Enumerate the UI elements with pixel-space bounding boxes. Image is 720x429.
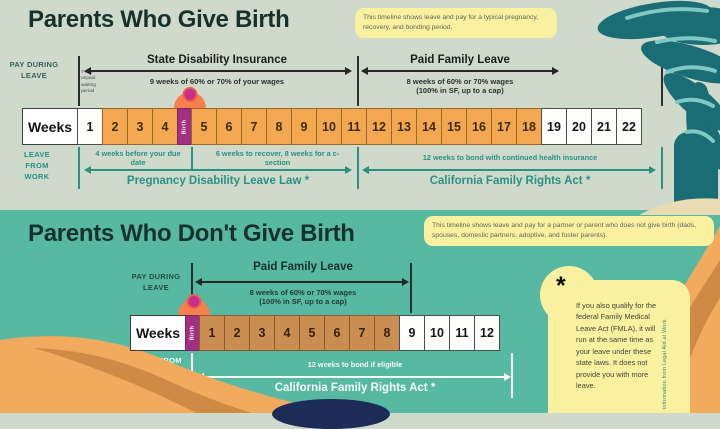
- week-cell: 15: [441, 108, 467, 145]
- week-cell: 11: [341, 108, 367, 145]
- week-cell: 8: [374, 315, 400, 351]
- divider-line: [191, 263, 193, 313]
- section1-title: Parents Who Give Birth: [28, 6, 290, 33]
- week-cell: 10: [424, 315, 450, 351]
- week-cell: 9: [399, 315, 425, 351]
- birth-sunrise-icon: [174, 87, 206, 108]
- weeks-label-cell: Weeks: [22, 108, 78, 145]
- divider-line: [78, 147, 80, 189]
- pfl-title: Paid Family Leave: [410, 54, 510, 66]
- pfl-title-2: Paid Family Leave: [253, 261, 353, 273]
- pay-during-leave-label-2: PAY DURING LEAVE: [131, 272, 181, 292]
- cfra-law-label-2: California Family Rights Act *: [274, 382, 436, 394]
- birth-cell: Birth: [185, 315, 200, 351]
- pay-during-leave-label: PAY DURING LEAVE: [9, 60, 59, 80]
- annotation-bond-2: 12 weeks to bond if eligible: [307, 360, 403, 369]
- week-cell: 12: [366, 108, 392, 145]
- week-cell: 4: [274, 315, 300, 351]
- sdi-description: 9 weeks of 60% or 70% of your wages: [149, 77, 285, 86]
- navy-dome-decoration: [272, 399, 390, 429]
- annotation-before-due-date: 4 weeks before your due date: [95, 149, 181, 168]
- divider-line: [191, 147, 193, 170]
- sand-patch: [639, 198, 720, 215]
- week-cell: 2: [102, 108, 128, 145]
- week-cell: 22: [616, 108, 642, 145]
- pfl-description-1: 8 weeks of 60% or 70% wages: [406, 77, 514, 86]
- week-cell: 17: [491, 108, 517, 145]
- week-cell: 13: [391, 108, 417, 145]
- leave-from-work-label: LEAVE FROM WORK: [24, 150, 50, 181]
- weeks-timeline-row-1: Weeks 1 2 3 4 Birth 5 6 7 8 9 10 11 12 13 14 15 16 17 18 19…: [22, 108, 642, 145]
- sunrise-dot-icon: [182, 87, 198, 102]
- cfra-arrow-1: [364, 169, 654, 171]
- week-cell: 19: [541, 108, 567, 145]
- week-cell: 12: [474, 315, 500, 351]
- credit-text: information from Legal Aid at Work.: [662, 317, 668, 409]
- week-cell: 8: [266, 108, 292, 145]
- week-cell: 4: [152, 108, 178, 145]
- cfra-arrow-2: [199, 376, 509, 378]
- asterisk-icon: *: [556, 272, 566, 300]
- pdl-law-label: Pregnancy Disability Leave Law *: [126, 175, 310, 187]
- pfl-arrow-2: [197, 281, 407, 283]
- sand-dune-left: [0, 336, 340, 413]
- week-cell: 21: [591, 108, 617, 145]
- pfl-description2-1: 8 weeks of 60% or 70% wages: [249, 288, 357, 297]
- pfl-arrow: [363, 70, 557, 72]
- week-cell: 7: [241, 108, 267, 145]
- annotation-recover: 6 weeks to recover, 8 weeks for a c-sect…: [215, 149, 340, 168]
- pfl-description2-2: (100% in SF, up to a cap): [259, 297, 347, 306]
- birth-sunrise-icon-2: [178, 294, 210, 315]
- cfra-law-label-1: California Family Rights Act *: [429, 175, 591, 187]
- birth-cell: Birth: [177, 108, 192, 145]
- week-cell: 6: [324, 315, 350, 351]
- annotation-bond: 12 weeks to bond with continued health i…: [422, 153, 598, 162]
- pfl-description-2: (100% in SF, up to a cap): [416, 86, 504, 95]
- week-cell: 14: [416, 108, 442, 145]
- pdl-arrow: [86, 169, 350, 171]
- week-cell: 18: [516, 108, 542, 145]
- week-cell: 20: [566, 108, 592, 145]
- week-cell: 1: [77, 108, 103, 145]
- weeks-timeline-row-2: Weeks Birth 1 2 3 4 5 6 7 8 9 10 11 12: [130, 315, 500, 351]
- week-cells-2: Birth 1 2 3 4 5 6 7 8 9 10 11 12: [185, 315, 500, 351]
- week-cell: 1: [199, 315, 225, 351]
- palm-tree-decoration: [597, 0, 720, 215]
- section2-title: Parents Who Don't Give Birth: [28, 220, 355, 247]
- week-cell: 16: [466, 108, 492, 145]
- week-cell: 11: [449, 315, 475, 351]
- sunrise-dot-icon: [186, 294, 202, 309]
- week-cell: 2: [224, 315, 250, 351]
- week-cell: 5: [191, 108, 217, 145]
- week-cell: 10: [316, 108, 342, 145]
- week-cell: 3: [249, 315, 275, 351]
- divider-line: [410, 263, 412, 313]
- week-cell: 7: [349, 315, 375, 351]
- divider-line: [357, 56, 359, 106]
- divider-line: [78, 56, 80, 106]
- sdi-title: State Disability Insurance: [147, 54, 287, 66]
- divider-line: [661, 147, 663, 189]
- divider-line: [661, 56, 663, 106]
- weeks-label-cell-2: Weeks: [130, 315, 186, 351]
- divider-line: [511, 353, 513, 398]
- section2-note-bubble: This timeline shows leave and pay for a …: [424, 216, 714, 246]
- week-cell: 6: [216, 108, 242, 145]
- footnote-bubble-box: [548, 280, 690, 413]
- divider-line: [357, 147, 359, 189]
- footnote-text: If you also qualify for the federal Fami…: [576, 301, 657, 391]
- sdi-arrow: [86, 70, 350, 72]
- week-cells: 1 2 3 4 Birth 5 6 7 8 9 10 11 12 13 14 15 16 17 18 19 20 21 22: [77, 108, 642, 145]
- week-cell: 3: [127, 108, 153, 145]
- section-parents-who-give-birth: Parents Who Give Birth This timeline sho…: [0, 0, 720, 210]
- week-cell: 5: [299, 315, 325, 351]
- section1-note-bubble: This timeline shows leave and pay for a …: [355, 8, 557, 38]
- week-cell: 9: [291, 108, 317, 145]
